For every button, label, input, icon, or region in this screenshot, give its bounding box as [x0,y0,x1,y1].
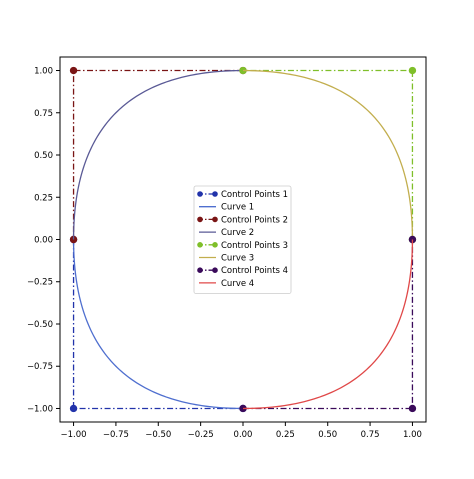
curve-2-legend-label: Curve 2 [221,228,254,238]
y-axis: 1.00 0.75 0.50 0.25 0.00 −0.25 −0.50 −0.75 −1.00 [27,67,60,414]
control-points-1-marker [69,404,78,413]
control-points-1-legend-marker [197,191,203,197]
control-points-4-marker [408,404,417,413]
curve-3-line [242,69,414,240]
plot-area [69,66,417,413]
control-points-4-legend-marker [197,267,203,274]
control-points-2-legend-marker [212,216,218,223]
curve-1-line [72,239,244,410]
control-points-3-legend-marker [212,242,218,248]
curve-3-legend-label: Curve 3 [221,254,254,264]
x-axis: −1.00 −0.75 −0.50 −0.25 0.00 0.25 0.50 0.75 1.00 [61,422,422,440]
x-tick-label: 0.00 [234,430,253,440]
control-points-4-legend-label: Control Points 4 [221,266,288,276]
y-tick-label: 0.50 [34,151,53,161]
control-points-2-legend-marker [197,216,203,223]
control-points-4-legend-marker [212,267,218,274]
control-points-2-legend-label: Control Points 2 [221,215,288,225]
y-tick-label: 0.00 [34,236,53,246]
legend-box [193,185,292,294]
control-points-3-legend-marker [197,242,203,248]
curve-4-line [242,239,414,410]
x-tick-label: −0.75 [103,430,129,440]
control-points-3-marker [408,66,417,75]
control-points-1-legend-label: Control Points 1 [221,190,288,200]
y-tick-label: 1.00 [34,67,53,77]
y-tick-label: −0.50 [27,320,53,330]
x-tick-label: −0.25 [188,430,214,440]
curve-1-legend-label: Curve 1 [221,203,254,213]
curve-2-line [72,69,244,240]
x-tick-label: 0.50 [318,430,337,440]
x-tick-label: 0.75 [361,430,380,440]
control-points-3-legend-label: Control Points 3 [221,241,288,251]
x-tick-label: −0.50 [145,430,171,440]
x-tick-label: −1.00 [61,430,87,440]
control-points-2-marker [69,66,78,75]
y-tick-label: −1.00 [27,404,53,414]
y-tick-label: −0.75 [27,362,53,372]
control-points-1-legend-marker [212,191,218,197]
y-tick-label: −0.25 [27,278,53,288]
y-tick-label: 0.25 [34,193,53,203]
legend: Control Points 1 Curve 1 Control Points 2 C… [193,185,292,294]
x-tick-label: 0.25 [276,430,295,440]
x-tick-label: 1.00 [403,430,422,440]
curve-4-legend-label: Curve 4 [221,279,254,289]
y-tick-label: 0.75 [34,109,53,119]
